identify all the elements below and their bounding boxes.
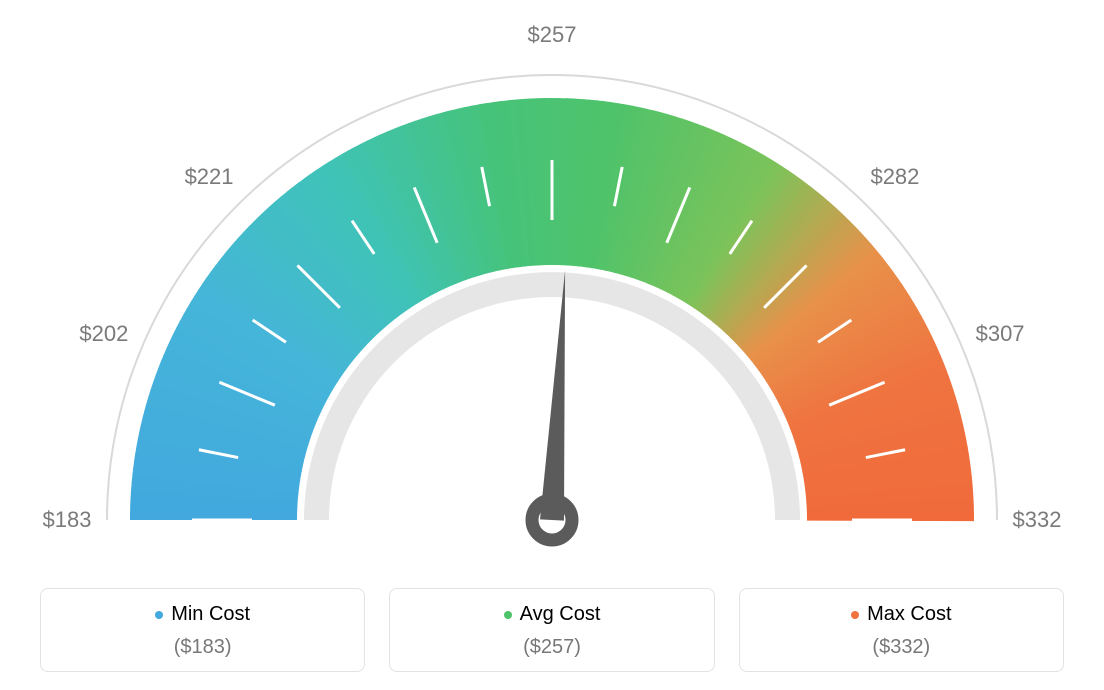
legend-label: Avg Cost xyxy=(520,603,601,626)
legend-title-max: Max Cost xyxy=(851,603,951,626)
gauge-tick-label: $332 xyxy=(1013,507,1062,533)
legend-row: Min Cost ($183) Avg Cost ($257) Max Cost… xyxy=(0,588,1104,672)
legend-value: ($257) xyxy=(390,636,713,659)
legend-card-max: Max Cost ($332) xyxy=(739,588,1064,672)
gauge-area: $183 $202 $221 $257 $282 $307 $332 xyxy=(0,0,1104,560)
dot-icon xyxy=(504,611,512,619)
gauge-tick-label: $202 xyxy=(79,321,128,347)
gauge-svg xyxy=(0,0,1104,560)
gauge-tick-label: $183 xyxy=(43,507,92,533)
legend-label: Max Cost xyxy=(867,603,951,626)
cost-gauge-chart: $183 $202 $221 $257 $282 $307 $332 Min Cost ($… xyxy=(0,0,1104,690)
gauge-tick-label: $282 xyxy=(870,164,919,190)
legend-card-avg: Avg Cost ($257) xyxy=(389,588,714,672)
gauge-tick-label: $257 xyxy=(528,22,577,48)
legend-value: ($332) xyxy=(740,636,1063,659)
dot-icon xyxy=(851,611,859,619)
legend-title-min: Min Cost xyxy=(155,603,250,626)
legend-title-avg: Avg Cost xyxy=(504,603,601,626)
gauge-tick-label: $307 xyxy=(976,321,1025,347)
gauge-tick-label: $221 xyxy=(185,164,234,190)
legend-card-min: Min Cost ($183) xyxy=(40,588,365,672)
legend-label: Min Cost xyxy=(171,603,250,626)
legend-value: ($183) xyxy=(41,636,364,659)
dot-icon xyxy=(155,611,163,619)
